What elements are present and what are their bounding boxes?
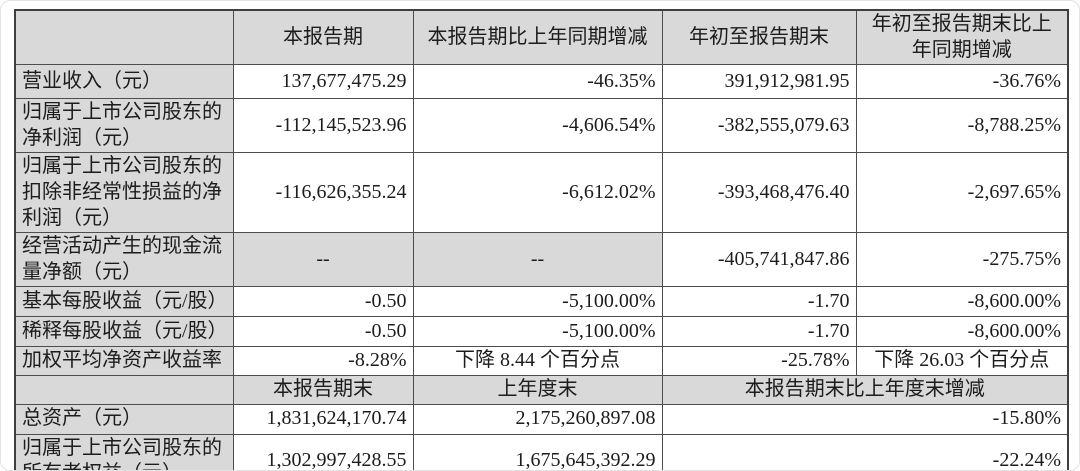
- table-row-net-profit-excl-nonrecurring: 归属于上市公司股东的扣除非经常性损益的净利润（元） -116,626,355.2…: [14, 152, 1069, 234]
- row-label: 归属于上市公司股东的净利润（元）: [14, 98, 234, 154]
- cell-value: -5,100.00%: [412, 316, 663, 348]
- cell-value: 137,677,475.29: [232, 64, 414, 100]
- cell-value: -275.75%: [855, 232, 1069, 288]
- cell-value: -5,100.00%: [412, 286, 663, 318]
- subheader-corner-cell: [14, 374, 234, 405]
- table-row-revenue: 营业收入（元） 137,677,475.29 -46.35% 391,912,9…: [14, 64, 1069, 100]
- header-corner-cell: [14, 9, 234, 66]
- cell-value: -8,600.00%: [855, 286, 1069, 318]
- row-label: 总资产（元）: [14, 403, 234, 435]
- subheader-period-end: 本报告期末: [232, 374, 414, 405]
- table-row-owners-equity: 归属于上市公司股东的所有者权益（元） 1,302,997,428.55 1,67…: [14, 433, 1069, 470]
- cell-value: -8.28%: [232, 346, 414, 376]
- table-header-row: 本报告期 本报告期比上年同期增减 年初至报告期末 年初至报告期末比上 年同期增减: [14, 9, 1069, 66]
- cell-value: 1,675,645,392.29: [412, 433, 663, 470]
- cell-value: 1,831,624,170.74: [232, 403, 414, 435]
- cell-value: -1.70: [661, 286, 857, 318]
- cell-value: -112,145,523.96: [232, 98, 414, 154]
- cell-value: -25.78%: [661, 346, 857, 376]
- row-label: 稀释每股收益（元/股）: [14, 316, 234, 348]
- cell-value: -0.50: [232, 316, 414, 348]
- cell-value: -0.50: [232, 286, 414, 318]
- table-row-operating-cash-flow: 经营活动产生的现金流量净额（元） -- -- -405,741,847.86 -…: [14, 232, 1069, 288]
- row-label: 经营活动产生的现金流量净额（元）: [14, 232, 234, 288]
- cell-value: -382,555,079.63: [661, 98, 857, 154]
- cell-value: -116,626,355.24: [232, 152, 414, 234]
- table-row-diluted-eps: 稀释每股收益（元/股） -0.50 -5,100.00% -1.70 -8,60…: [14, 316, 1069, 348]
- cell-value: -393,468,476.40: [661, 152, 857, 234]
- header-yoy-change: 本报告期比上年同期增减: [412, 9, 663, 66]
- row-label: 归属于上市公司股东的扣除非经常性损益的净利润（元）: [14, 152, 234, 234]
- header-ytd-yoy-change: 年初至报告期末比上 年同期增减: [855, 9, 1069, 66]
- table-row-total-assets: 总资产（元） 1,831,624,170.74 2,175,260,897.08…: [14, 403, 1069, 435]
- subheader-prior-year-end: 上年度末: [412, 374, 663, 405]
- row-label: 归属于上市公司股东的所有者权益（元）: [14, 433, 234, 470]
- cell-value: -6,612.02%: [412, 152, 663, 234]
- cell-value: -22.24%: [661, 433, 1069, 470]
- cell-value: -405,741,847.86: [661, 232, 857, 288]
- cell-value: -46.35%: [412, 64, 663, 100]
- table-row-basic-eps: 基本每股收益（元/股） -0.50 -5,100.00% -1.70 -8,60…: [14, 286, 1069, 318]
- cell-value: -8,600.00%: [855, 316, 1069, 348]
- cell-value-na: --: [412, 232, 663, 288]
- row-label: 营业收入（元）: [14, 64, 234, 100]
- cell-value: -8,788.25%: [855, 98, 1069, 154]
- header-ytd: 年初至报告期末: [661, 9, 857, 66]
- row-label: 加权平均净资产收益率: [14, 346, 234, 376]
- cell-value: 下降 8.44 个百分点: [412, 346, 663, 376]
- cell-value: -36.76%: [855, 64, 1069, 100]
- cell-value: -2,697.65%: [855, 152, 1069, 234]
- row-label: 基本每股收益（元/股）: [14, 286, 234, 318]
- header-current-period: 本报告期: [232, 9, 414, 66]
- cell-value: 391,912,981.95: [661, 64, 857, 100]
- cell-value: 1,302,997,428.55: [232, 433, 414, 470]
- cell-value: 下降 26.03 个百分点: [855, 346, 1069, 376]
- cell-value-na: --: [232, 232, 414, 288]
- cell-value: -4,606.54%: [412, 98, 663, 154]
- table-subheader-row: 本报告期末 上年度末 本报告期末比上年度末增减: [14, 374, 1069, 405]
- cell-value: -15.80%: [661, 403, 1069, 435]
- cell-value: 2,175,260,897.08: [412, 403, 663, 435]
- financial-indicators-table: 本报告期 本报告期比上年同期增减 年初至报告期末 年初至报告期末比上 年同期增减…: [14, 9, 1069, 470]
- table-row-weighted-roe: 加权平均净资产收益率 -8.28% 下降 8.44 个百分点 -25.78% 下…: [14, 346, 1069, 376]
- cell-value: -1.70: [661, 316, 857, 348]
- table-row-net-profit: 归属于上市公司股东的净利润（元） -112,145,523.96 -4,606.…: [14, 98, 1069, 154]
- subheader-change-vs-prior-year-end: 本报告期末比上年度末增减: [661, 374, 1069, 405]
